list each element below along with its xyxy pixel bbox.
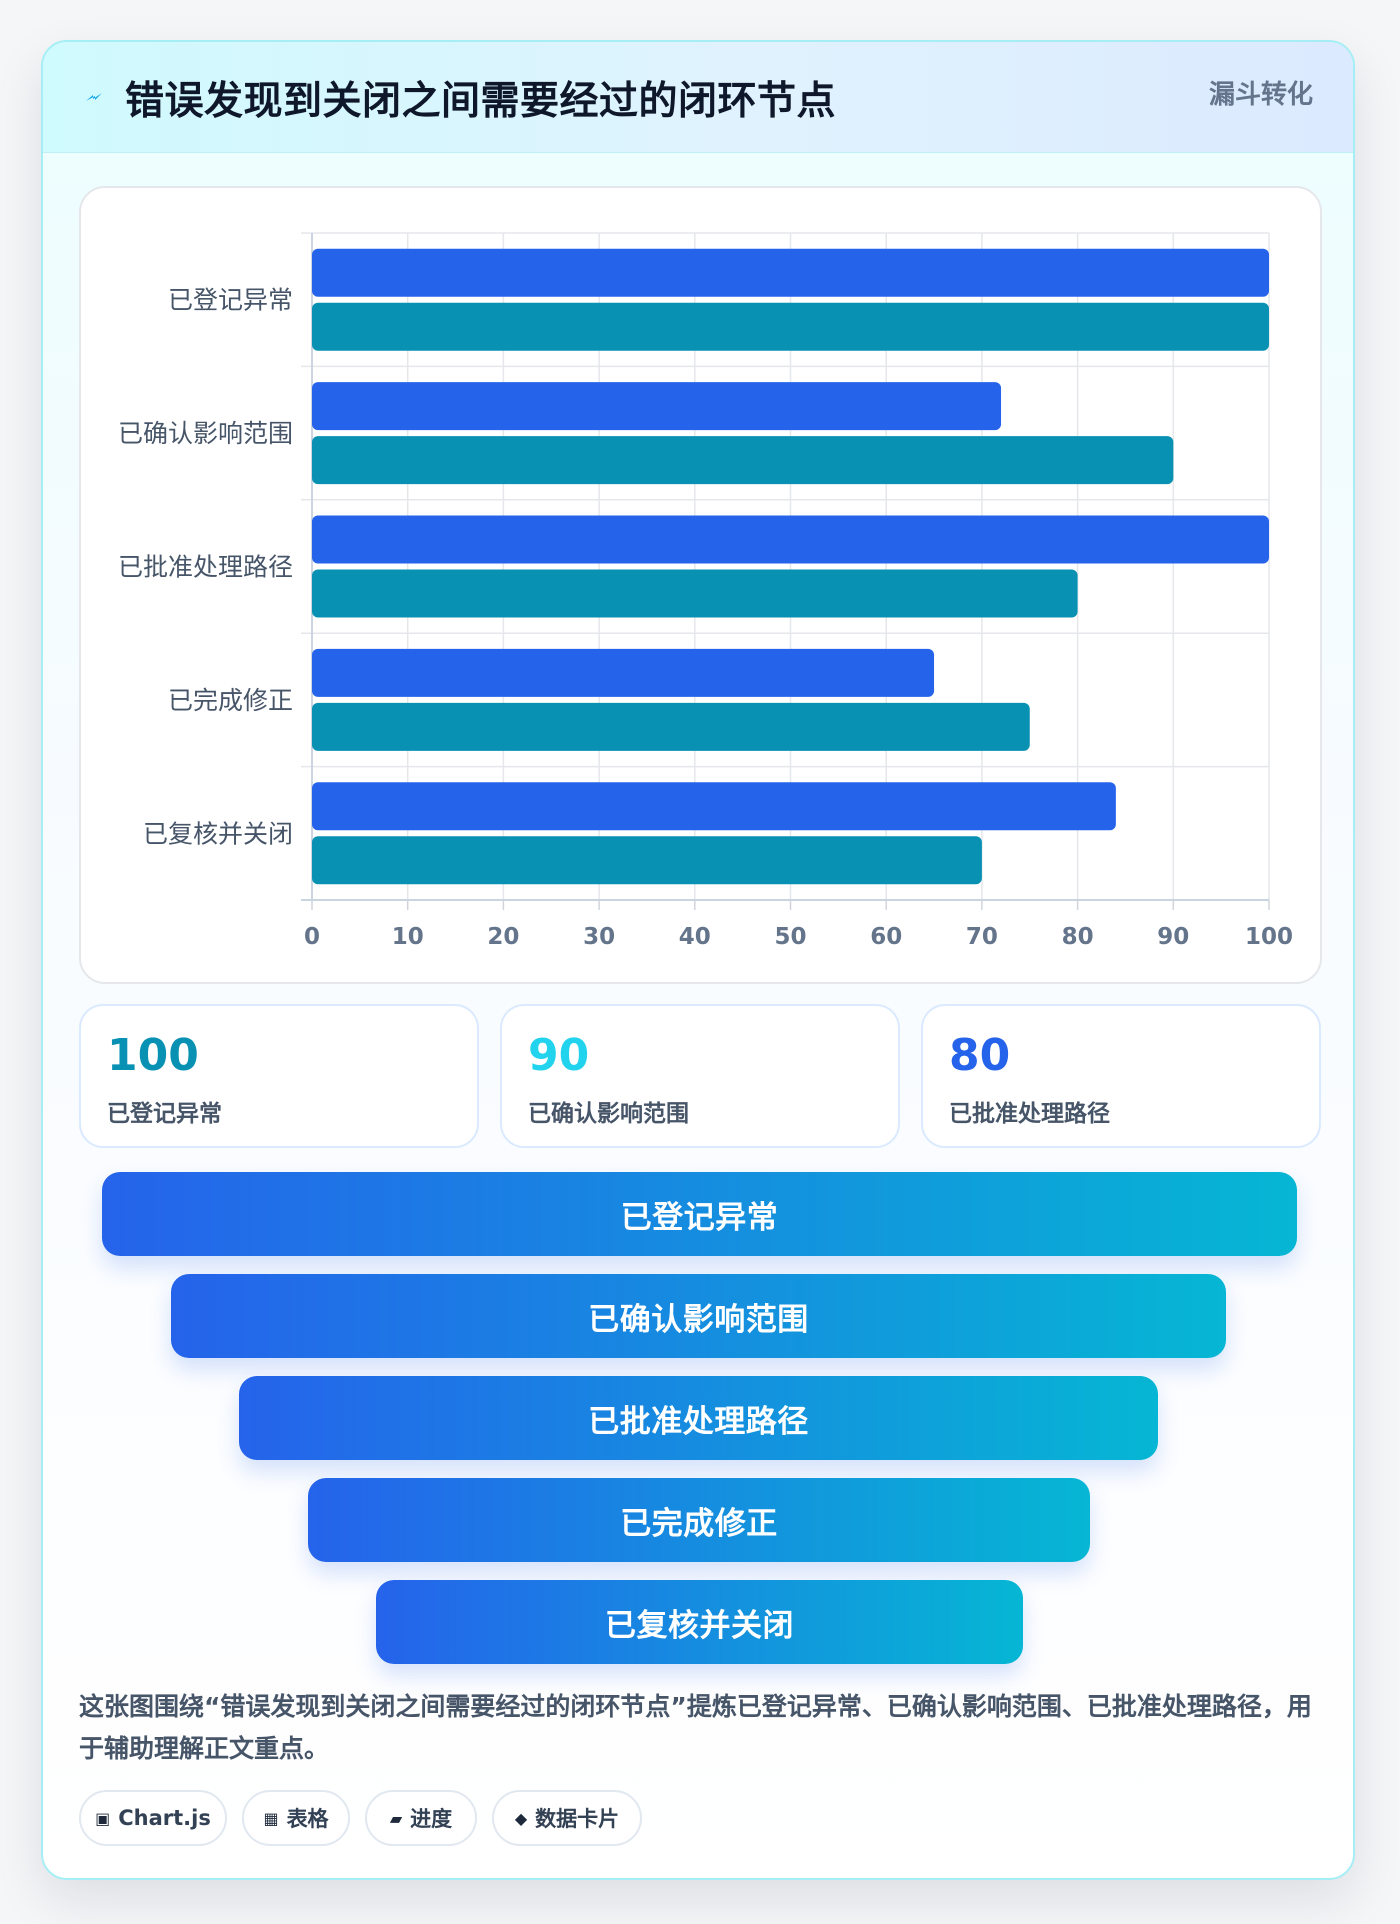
stat-card: 80 已批准处理路径 <box>921 1004 1321 1148</box>
funnel-stage-label: 已完成修正 <box>620 1505 778 1542</box>
stat-card: 100 已登记异常 <box>79 1004 479 1148</box>
y-category-label: 已批准处理路径 <box>118 553 293 582</box>
x-tick-label: 30 <box>583 924 615 950</box>
funnel: 已登记异常 已确认影响范围 已批准处理路径 已完成修正 已复核并关闭 <box>43 1172 1353 1692</box>
infographic-card: 错误发现到关闭之间需要经过的闭环节点 漏斗转化 0 10 20 30 40 50 60 70 8… <box>41 40 1355 1880</box>
x-tick-label: 80 <box>1062 924 1094 950</box>
stat-value: 90 <box>528 1030 590 1081</box>
chip-label: 表格 <box>286 1807 329 1831</box>
progress-icon: ▰ <box>389 1808 403 1828</box>
bar-chart: 0 10 20 30 40 50 60 70 80 90 100 已登记异常已确认影响范围已批准处理路… <box>118 232 1293 950</box>
x-tick-label: 60 <box>870 924 902 950</box>
chip-chartjs[interactable]: ▣ Chart.js <box>79 1790 227 1846</box>
funnel-stage: 已登记异常 <box>102 1172 1297 1256</box>
y-category-label: 已完成修正 <box>168 686 293 715</box>
bar <box>312 436 1174 485</box>
x-tick-label: 10 <box>392 924 424 950</box>
stat-label: 已登记异常 <box>107 1101 222 1127</box>
chip-label: Chart.js <box>118 1806 211 1830</box>
stat-card: 90 已确认影响范围 <box>500 1004 900 1148</box>
funnel-stage: 已确认影响范围 <box>171 1274 1226 1358</box>
bar <box>312 648 935 697</box>
chart-icon: ▣ <box>95 1808 111 1828</box>
funnel-stage-label: 已批准处理路径 <box>588 1403 809 1440</box>
y-category-label: 已复核并关闭 <box>143 819 293 848</box>
diamond-icon: ◆ <box>514 1808 528 1828</box>
stat-label: 已批准处理路径 <box>949 1101 1110 1127</box>
lightning-icon <box>86 93 102 101</box>
bar <box>312 248 1269 297</box>
chip-label: 数据卡片 <box>535 1807 620 1831</box>
x-tick-label: 100 <box>1245 924 1293 950</box>
bar <box>312 702 1030 751</box>
y-category-label: 已登记异常 <box>168 286 293 315</box>
funnel-stage-label: 已复核并关闭 <box>605 1607 794 1644</box>
table-icon: ▦ <box>263 1808 279 1828</box>
chip-data-card[interactable]: ◆ 数据卡片 <box>492 1790 642 1846</box>
funnel-stage-label: 已确认影响范围 <box>588 1301 809 1338</box>
x-tick-label: 90 <box>1157 924 1189 950</box>
stat-cards: 100 已登记异常 90 已确认影响范围 80 已批准处理路径 <box>79 1004 1322 1148</box>
chip-table[interactable]: ▦ 表格 <box>242 1790 350 1846</box>
x-tick-label: 50 <box>774 924 806 950</box>
x-tick-label: 40 <box>679 924 711 950</box>
y-category-label: 已确认影响范围 <box>118 419 293 448</box>
chart-description: 这张图围绕“错误发现到关闭之间需要经过的闭环节点”提炼已登记异常、已确认影响范围… <box>79 1692 1312 1763</box>
bar <box>312 782 1116 831</box>
bar <box>312 302 1269 351</box>
bar <box>312 836 982 885</box>
category-tag: 漏斗转化 <box>1208 80 1313 110</box>
stat-label: 已确认影响范围 <box>528 1101 689 1127</box>
page-title: 错误发现到关闭之间需要经过的闭环节点 <box>125 79 837 124</box>
chip-progress[interactable]: ▰ 进度 <box>365 1790 477 1846</box>
x-tick-label: 20 <box>487 924 519 950</box>
funnel-stage: 已批准处理路径 <box>239 1376 1158 1460</box>
chip-label: 进度 <box>410 1807 453 1831</box>
stat-value: 80 <box>949 1030 1011 1081</box>
x-tick-label: 0 <box>304 924 320 950</box>
card-header: 错误发现到关闭之间需要经过的闭环节点 漏斗转化 <box>43 42 1353 153</box>
funnel-stage: 已完成修正 <box>308 1478 1090 1562</box>
bar <box>312 569 1078 618</box>
bar-chart-panel: 0 10 20 30 40 50 60 70 80 90 100 已登记异常已确认影响范围 已批准处理路… <box>79 186 1322 984</box>
funnel-stage-label: 已登记异常 <box>620 1199 779 1236</box>
bar <box>312 382 1002 431</box>
bar <box>312 515 1269 564</box>
stat-value: 100 <box>107 1030 199 1081</box>
funnel-stage: 已复核并关闭 <box>376 1580 1023 1664</box>
x-tick-label: 70 <box>966 924 998 950</box>
